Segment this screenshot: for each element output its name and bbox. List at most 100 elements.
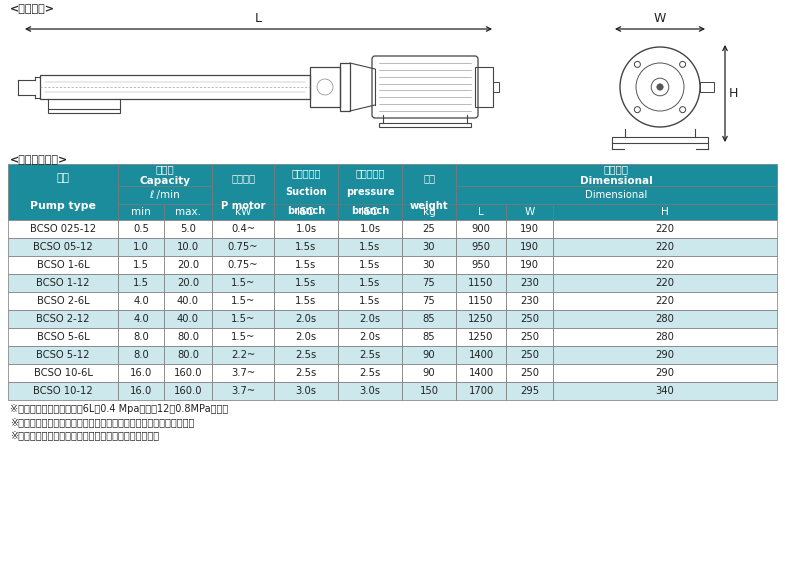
Text: 230: 230: [520, 296, 539, 306]
Text: L: L: [255, 12, 262, 25]
Text: BCSO 5-12: BCSO 5-12: [36, 350, 89, 360]
Text: 16.0: 16.0: [130, 386, 152, 396]
Bar: [212, 346, 274, 364]
Text: 2.5s: 2.5s: [295, 368, 316, 378]
Bar: [402, 382, 456, 400]
Bar: [274, 382, 338, 400]
Text: branch: branch: [287, 205, 325, 216]
Text: 4.0: 4.0: [133, 296, 149, 306]
Bar: [506, 204, 553, 220]
Text: Dimensional: Dimensional: [580, 175, 653, 185]
Bar: [212, 274, 274, 292]
Bar: [338, 328, 402, 346]
Text: 900: 900: [472, 224, 491, 234]
Bar: [118, 328, 164, 346]
Bar: [506, 310, 553, 328]
Bar: [506, 328, 553, 346]
Text: BCSO 05-12: BCSO 05-12: [33, 242, 93, 252]
Circle shape: [657, 84, 663, 90]
Bar: [506, 274, 553, 292]
Text: 1250: 1250: [469, 314, 494, 324]
Text: 280: 280: [655, 314, 674, 324]
Bar: [402, 204, 456, 220]
Bar: [8, 310, 118, 328]
Bar: [274, 256, 338, 274]
Bar: [48, 109, 120, 113]
Bar: [379, 123, 471, 127]
Text: 1.5s: 1.5s: [295, 242, 316, 252]
Bar: [338, 256, 402, 274]
Bar: [456, 220, 506, 238]
Text: 1.5s: 1.5s: [295, 296, 316, 306]
Bar: [164, 274, 212, 292]
Text: weight: weight: [410, 201, 448, 211]
Text: 0.75~: 0.75~: [228, 260, 258, 270]
Text: 型式: 型式: [57, 173, 70, 183]
Bar: [553, 364, 777, 382]
Text: 25: 25: [422, 224, 436, 234]
Text: <寸法図面>: <寸法図面>: [10, 4, 55, 14]
Text: ISO: ISO: [361, 207, 379, 217]
Text: 0.4~: 0.4~: [231, 224, 255, 234]
Bar: [506, 220, 553, 238]
Bar: [456, 292, 506, 310]
Bar: [456, 346, 506, 364]
Bar: [456, 328, 506, 346]
Text: kW: kW: [235, 207, 251, 217]
Bar: [274, 346, 338, 364]
Bar: [456, 164, 777, 186]
Bar: [402, 220, 456, 238]
Text: 4.0: 4.0: [133, 314, 149, 324]
Text: 290: 290: [655, 368, 674, 378]
Bar: [338, 220, 402, 238]
Text: 230: 230: [520, 278, 539, 288]
Bar: [340, 63, 350, 111]
Bar: [506, 238, 553, 256]
Bar: [338, 310, 402, 328]
Text: 1.5s: 1.5s: [360, 278, 381, 288]
Text: 1.5s: 1.5s: [295, 278, 316, 288]
Text: 1.0: 1.0: [133, 242, 149, 252]
Bar: [553, 238, 777, 256]
Text: 250: 250: [520, 332, 539, 342]
Bar: [338, 364, 402, 382]
Bar: [506, 346, 553, 364]
Text: 3.7~: 3.7~: [231, 386, 255, 396]
Text: H: H: [729, 87, 739, 100]
Bar: [212, 382, 274, 400]
Bar: [212, 220, 274, 238]
Text: 2.0s: 2.0s: [360, 332, 381, 342]
Text: 40.0: 40.0: [177, 314, 199, 324]
Bar: [493, 82, 499, 92]
Text: 1.5s: 1.5s: [360, 242, 381, 252]
Bar: [212, 204, 274, 220]
Text: 85: 85: [422, 332, 436, 342]
Bar: [164, 310, 212, 328]
Text: 3.0s: 3.0s: [295, 386, 316, 396]
Text: pressure: pressure: [345, 187, 394, 197]
Bar: [402, 256, 456, 274]
Bar: [164, 256, 212, 274]
Text: 2.0s: 2.0s: [295, 314, 316, 324]
Bar: [118, 346, 164, 364]
Bar: [338, 292, 402, 310]
Bar: [118, 238, 164, 256]
Text: <ポンプ一覧表>: <ポンプ一覧表>: [10, 155, 68, 165]
Text: 0.75~: 0.75~: [228, 242, 258, 252]
Text: 吐出側分岐: 吐出側分岐: [356, 168, 385, 178]
Bar: [338, 164, 402, 220]
Bar: [553, 204, 777, 220]
Bar: [118, 310, 164, 328]
Bar: [553, 220, 777, 238]
Text: 220: 220: [655, 278, 674, 288]
Text: 220: 220: [655, 224, 674, 234]
Text: 1.5s: 1.5s: [360, 296, 381, 306]
Bar: [8, 256, 118, 274]
Bar: [8, 292, 118, 310]
Bar: [456, 310, 506, 328]
Text: BCSO 2-6L: BCSO 2-6L: [37, 296, 89, 306]
Text: 20.0: 20.0: [177, 260, 199, 270]
Text: 所要動力: 所要動力: [231, 173, 255, 183]
Bar: [506, 382, 553, 400]
Text: 1150: 1150: [469, 296, 494, 306]
